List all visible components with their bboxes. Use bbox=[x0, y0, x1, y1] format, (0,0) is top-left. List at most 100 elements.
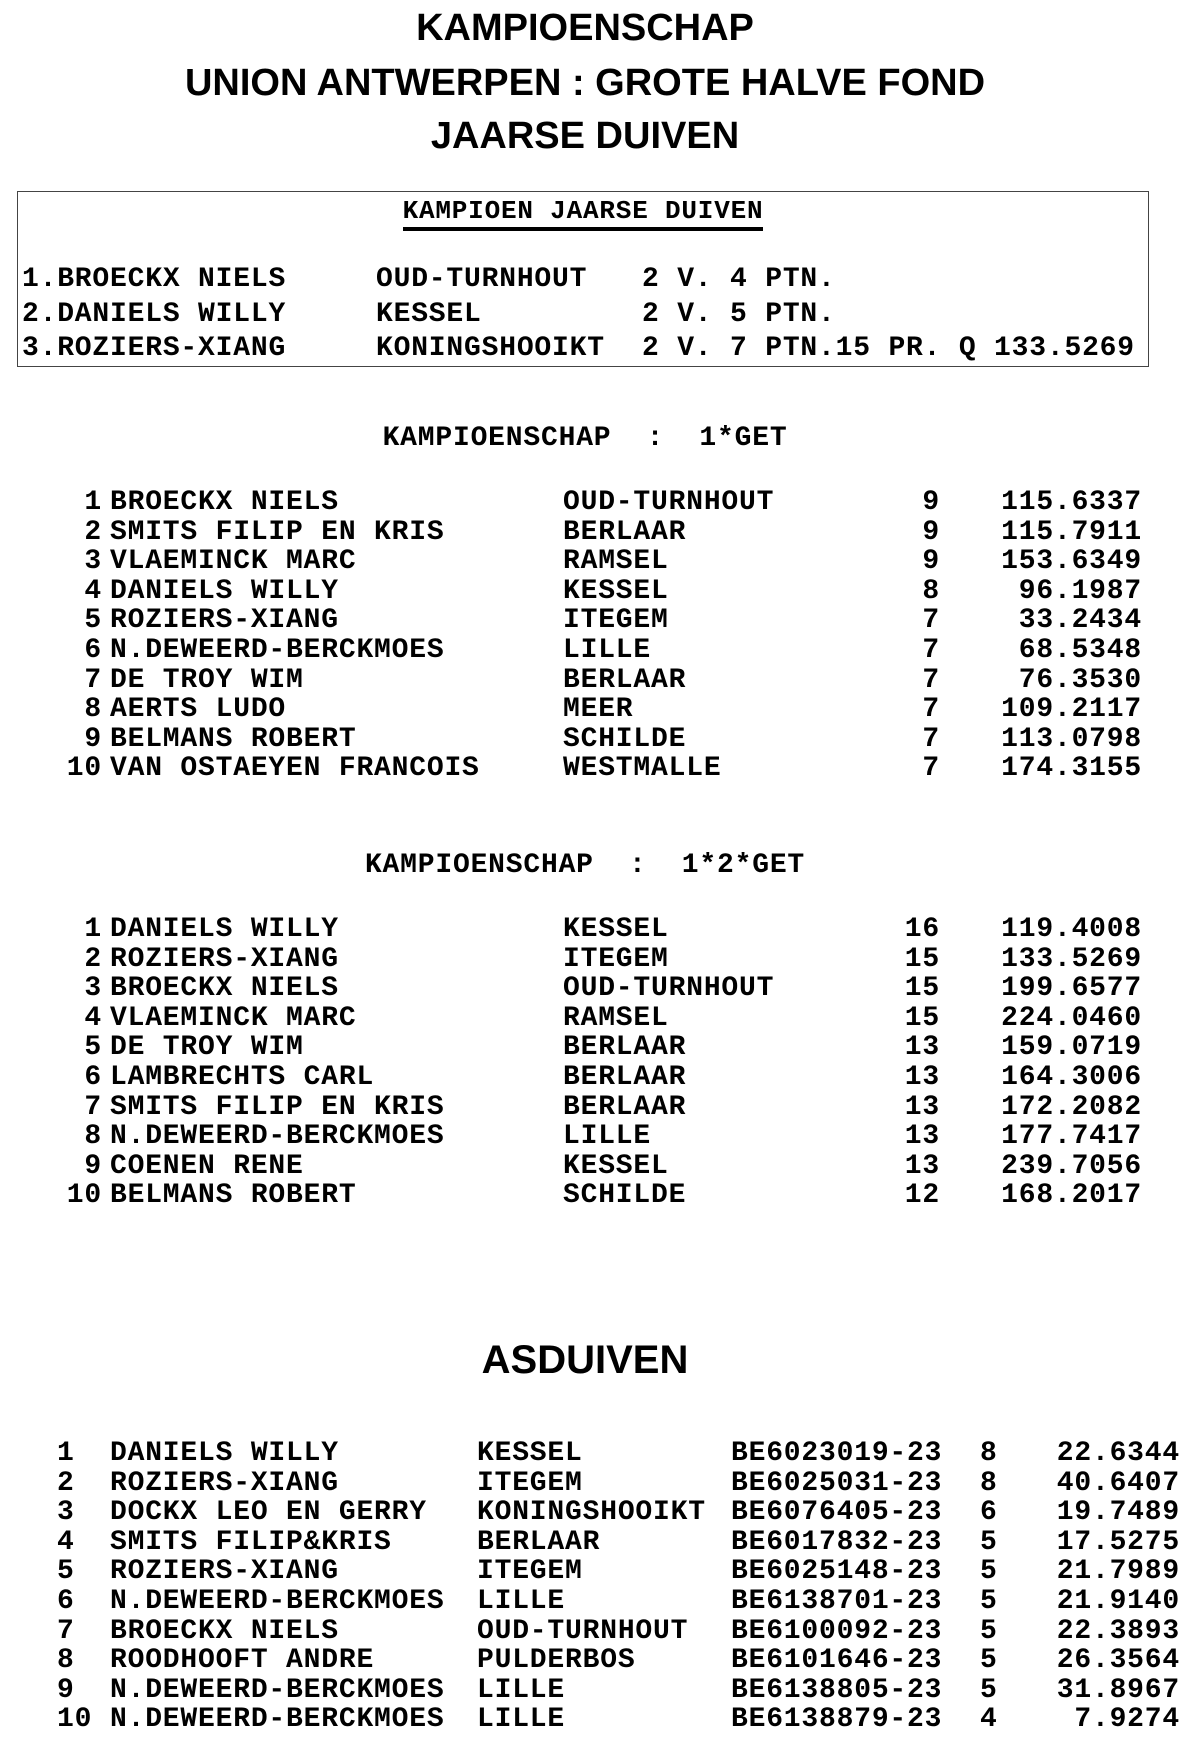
town: KESSEL bbox=[563, 914, 669, 945]
town: OUD-TURNHOUT bbox=[563, 487, 775, 518]
page-title-line-2: UNION ANTWERPEN : GROTE HALVE FOND bbox=[184, 62, 986, 104]
rank: 2 bbox=[57, 1467, 75, 1499]
coefficient: 172.2082 bbox=[1001, 1091, 1142, 1123]
fancier-name: ROODHOOFT ANDRE bbox=[110, 1645, 375, 1677]
town: LILLE bbox=[563, 635, 652, 666]
rank: 10 bbox=[66, 1180, 102, 1212]
town: BERLAAR bbox=[563, 1032, 687, 1064]
kampioen-name: 3.ROZIERS-XIANG bbox=[22, 333, 287, 364]
fancier-name: N.DEWEERD-BERCKMOES bbox=[110, 635, 445, 666]
count: 6 bbox=[980, 1497, 998, 1529]
coefficient: 17.5275 bbox=[1056, 1526, 1180, 1558]
section-title-1get: KAMPIOENSCHAP : 1*GET bbox=[382, 423, 788, 454]
fancier-name: DANIELS WILLY bbox=[110, 914, 339, 945]
points: 15 bbox=[904, 973, 940, 1005]
points: 13 bbox=[904, 1121, 940, 1153]
coefficient: 40.6407 bbox=[1056, 1467, 1180, 1499]
points: 7 bbox=[922, 723, 940, 755]
town: ITEGEM bbox=[477, 1556, 583, 1588]
coefficient: 133.5269 bbox=[1001, 943, 1142, 975]
town: SCHILDE bbox=[563, 1180, 687, 1212]
rank: 6 bbox=[84, 635, 102, 666]
rank: 4 bbox=[84, 575, 102, 607]
town: RAMSEL bbox=[563, 546, 669, 578]
rank: 3 bbox=[57, 1497, 75, 1529]
points: 15 bbox=[904, 1002, 940, 1034]
coefficient: 22.6344 bbox=[1056, 1438, 1180, 1469]
coefficient: 164.3006 bbox=[1001, 1062, 1142, 1093]
coefficient: 153.6349 bbox=[1001, 546, 1142, 578]
coefficient: 113.0798 bbox=[1001, 723, 1142, 755]
coefficient: 224.0460 bbox=[1001, 1002, 1142, 1034]
town: LILLE bbox=[477, 1704, 566, 1736]
rank: 10 bbox=[57, 1704, 93, 1736]
kampioen-result: 2 V. 5 PTN. bbox=[642, 298, 836, 330]
count: 5 bbox=[980, 1526, 998, 1558]
fancier-name: VLAEMINCK MARC bbox=[110, 1002, 357, 1034]
rank: 4 bbox=[57, 1526, 75, 1558]
fancier-name: VAN OSTAEYEN FRANCOIS bbox=[110, 753, 480, 785]
points: 9 bbox=[922, 487, 940, 518]
points: 13 bbox=[904, 1150, 940, 1182]
town: OUD-TURNHOUT bbox=[563, 973, 775, 1005]
count: 5 bbox=[980, 1556, 998, 1588]
fancier-name: ROZIERS-XIANG bbox=[110, 943, 339, 975]
town: BERLAAR bbox=[563, 516, 687, 548]
town: MEER bbox=[563, 694, 634, 726]
fancier-name: BELMANS ROBERT bbox=[110, 723, 357, 755]
fancier-name: N.DEWEERD-BERCKMOES bbox=[110, 1121, 445, 1153]
points: 9 bbox=[922, 546, 940, 578]
rank: 5 bbox=[84, 605, 102, 637]
page-title-line-3: JAARSE DUIVEN bbox=[430, 115, 740, 157]
page-title-line-1: KAMPIOENSCHAP bbox=[416, 7, 754, 49]
town: WESTMALLE bbox=[563, 753, 722, 785]
points: 7 bbox=[922, 605, 940, 637]
rank: 5 bbox=[84, 1032, 102, 1064]
ring-number: BE6023019-23 bbox=[731, 1438, 943, 1469]
count: 5 bbox=[980, 1586, 998, 1617]
rank: 6 bbox=[84, 1062, 102, 1093]
town: BERLAAR bbox=[563, 1091, 687, 1123]
ring-number: BE6017832-23 bbox=[731, 1526, 943, 1558]
section-title-12get: KAMPIOENSCHAP : 1*2*GET bbox=[364, 850, 806, 881]
fancier-name: DE TROY WIM bbox=[110, 664, 304, 696]
town: BERLAAR bbox=[563, 664, 687, 696]
points: 12 bbox=[904, 1180, 940, 1212]
count: 8 bbox=[980, 1438, 998, 1469]
fancier-name: COENEN RENE bbox=[110, 1150, 304, 1182]
coefficient: 119.4008 bbox=[1001, 914, 1142, 945]
town: ITEGEM bbox=[563, 943, 669, 975]
coefficient: 21.7989 bbox=[1056, 1556, 1180, 1588]
rank: 9 bbox=[84, 1150, 102, 1182]
kampioen-box: KAMPIOEN JAARSE DUIVEN 1.BROECKX NIELS OU… bbox=[17, 191, 1149, 367]
town: LILLE bbox=[477, 1674, 566, 1706]
ring-number: BE6025148-23 bbox=[731, 1556, 943, 1588]
town: PULDERBOS bbox=[477, 1645, 636, 1677]
points: 7 bbox=[922, 694, 940, 726]
rank: 4 bbox=[84, 1002, 102, 1034]
points: 7 bbox=[922, 635, 940, 666]
kampioen-name: 2.DANIELS WILLY bbox=[22, 298, 287, 330]
town: ITEGEM bbox=[477, 1467, 583, 1499]
rank: 10 bbox=[66, 753, 102, 785]
rank: 1 bbox=[84, 914, 102, 945]
coefficient: 19.7489 bbox=[1056, 1497, 1180, 1529]
kampioen-town: OUD-TURNHOUT bbox=[376, 264, 588, 295]
points: 15 bbox=[904, 943, 940, 975]
points: 9 bbox=[922, 516, 940, 548]
coefficient: 76.3530 bbox=[1018, 664, 1142, 696]
fancier-name: BROECKX NIELS bbox=[110, 487, 339, 518]
asduiven-title: ASDUIVEN bbox=[481, 1338, 689, 1382]
points: 16 bbox=[904, 914, 940, 945]
points: 13 bbox=[904, 1091, 940, 1123]
fancier-name: SMITS FILIP EN KRIS bbox=[110, 1091, 445, 1123]
town: KESSEL bbox=[563, 1150, 669, 1182]
rank: 1 bbox=[57, 1438, 75, 1469]
fancier-name: ROZIERS-XIANG bbox=[110, 1467, 339, 1499]
fancier-name: DOCKX LEO EN GERRY bbox=[110, 1497, 427, 1529]
coefficient: 199.6577 bbox=[1001, 973, 1142, 1005]
town: BERLAAR bbox=[477, 1526, 601, 1558]
rank: 9 bbox=[57, 1674, 75, 1706]
fancier-name: DANIELS WILLY bbox=[110, 575, 339, 607]
coefficient: 115.6337 bbox=[1001, 487, 1142, 518]
